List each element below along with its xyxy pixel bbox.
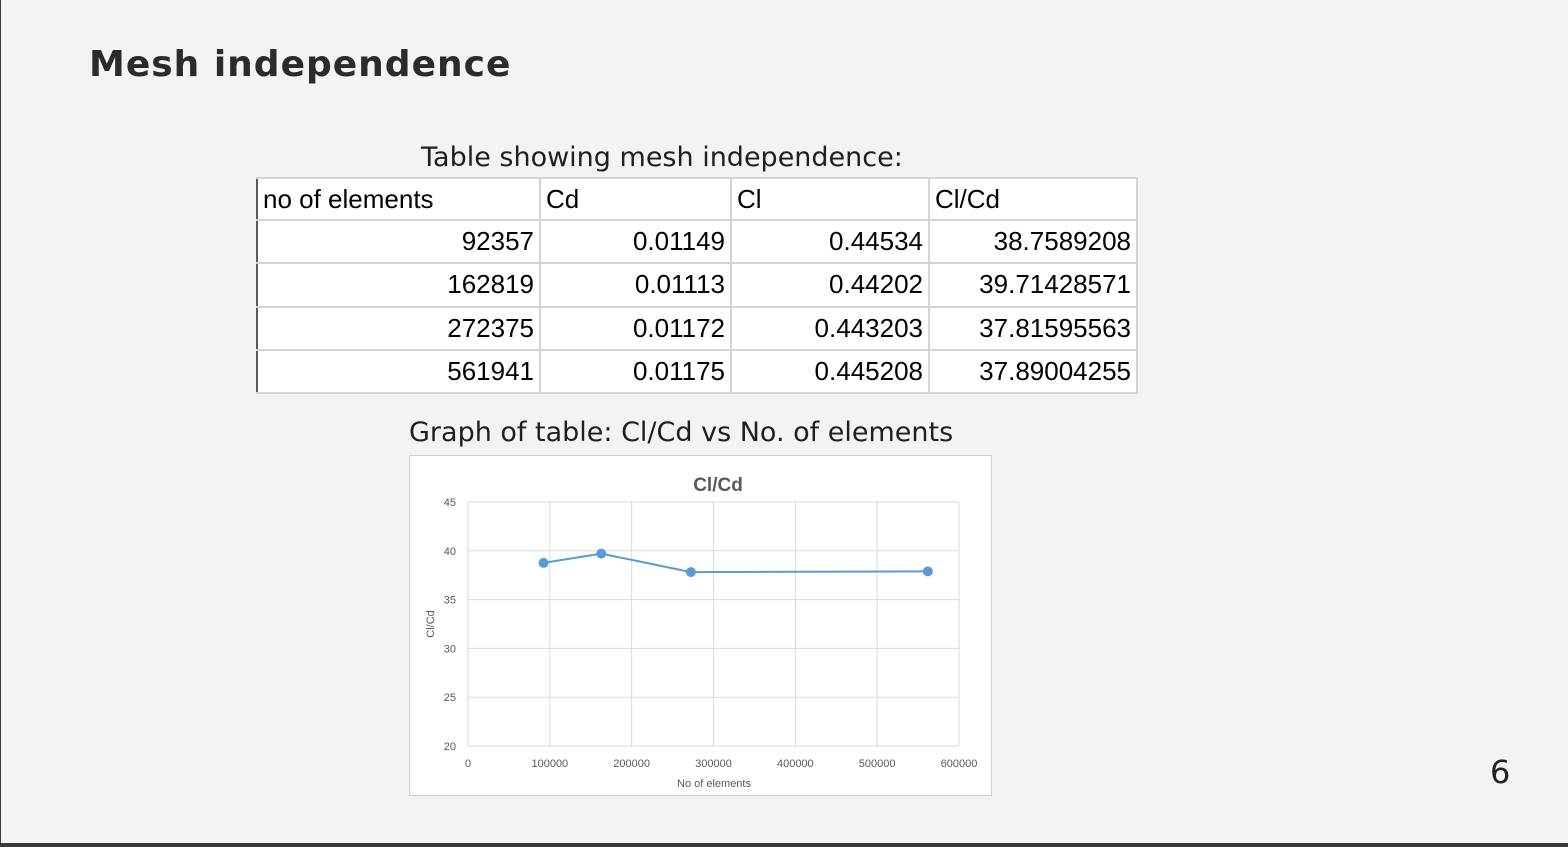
table-row: 272375 0.01172 0.443203 37.81595563: [256, 305, 1138, 351]
line-chart: Cl/Cd 20 25 30 35 40 45 0 100000 200000 300000 400…: [409, 455, 992, 796]
table-cell: 0.445208: [730, 348, 930, 394]
y-tick-label: 25: [444, 692, 456, 704]
table-cell: 0.01149: [539, 218, 732, 265]
data-point: [685, 567, 696, 578]
chart-svg: Cl/Cd 20 25 30 35 40 45 0 100000 200000 300000 400…: [425, 475, 978, 790]
table-cell: 0.44534: [730, 218, 930, 265]
table-cell: 92357: [256, 218, 541, 265]
data-point: [596, 548, 607, 559]
y-tick-label: 20: [444, 741, 456, 753]
chart-title: Cl/Cd: [693, 475, 743, 496]
header-cell-clcd: Cl/Cd: [928, 177, 1138, 221]
slide-title: Mesh independence: [89, 44, 512, 85]
chart-ticks: 20 25 30 35 40 45 0 100000 200000 300000 400000 500…: [444, 497, 978, 770]
x-tick-label: 0: [465, 758, 471, 770]
y-tick-label: 30: [444, 643, 456, 655]
table-header-row: no of elements Cd Cl Cl/Cd: [256, 177, 1138, 221]
table-cell: 0.01175: [539, 348, 732, 394]
page-number: 6: [1490, 753, 1511, 791]
header-cell-cl: Cl: [730, 177, 930, 221]
x-tick-label: 400000: [777, 758, 814, 770]
table-cell: 272375: [256, 305, 541, 351]
table-cell: 37.81595563: [928, 305, 1138, 351]
chart-grid: [467, 501, 960, 747]
x-tick-label: 200000: [613, 758, 650, 770]
table-row: 162819 0.01113 0.44202 39.71428571: [256, 262, 1138, 308]
header-cell-elements: no of elements: [256, 177, 541, 221]
table-cell: 38.7589208: [928, 218, 1138, 265]
x-tick-label: 100000: [531, 758, 568, 770]
table-row: 92357 0.01149 0.44534 38.7589208: [256, 218, 1138, 265]
table-cell: 0.01113: [539, 262, 732, 308]
y-tick-label: 40: [444, 546, 456, 558]
x-tick-label: 300000: [695, 758, 732, 770]
y-axis-label: Cl/Cd: [425, 610, 437, 638]
y-tick-label: 45: [444, 497, 456, 509]
series-line: [543, 552, 928, 574]
data-point: [922, 566, 933, 577]
table-cell: 0.44202: [730, 262, 930, 308]
x-tick-label: 500000: [859, 758, 896, 770]
header-cell-cd: Cd: [539, 177, 732, 221]
table-cell: 561941: [256, 348, 541, 394]
table-row: 561941 0.01175 0.445208 37.89004255: [256, 348, 1138, 394]
table-cell: 37.89004255: [928, 348, 1138, 394]
table-cell: 0.01172: [539, 305, 732, 351]
mesh-independence-table: no of elements Cd Cl Cl/Cd 92357 0.01149…: [256, 177, 1138, 394]
y-tick-label: 35: [444, 595, 456, 607]
table-cell: 0.443203: [730, 305, 930, 351]
table-cell: 162819: [256, 262, 541, 308]
data-point: [538, 557, 549, 568]
table-caption: Table showing mesh independence:: [421, 142, 903, 173]
x-axis-label: No of elements: [677, 778, 751, 790]
graph-caption: Graph of table: Cl/Cd vs No. of elements: [409, 417, 954, 448]
table-cell: 39.71428571: [928, 262, 1138, 308]
chart-series: [538, 548, 933, 578]
x-tick-label: 600000: [941, 758, 978, 770]
